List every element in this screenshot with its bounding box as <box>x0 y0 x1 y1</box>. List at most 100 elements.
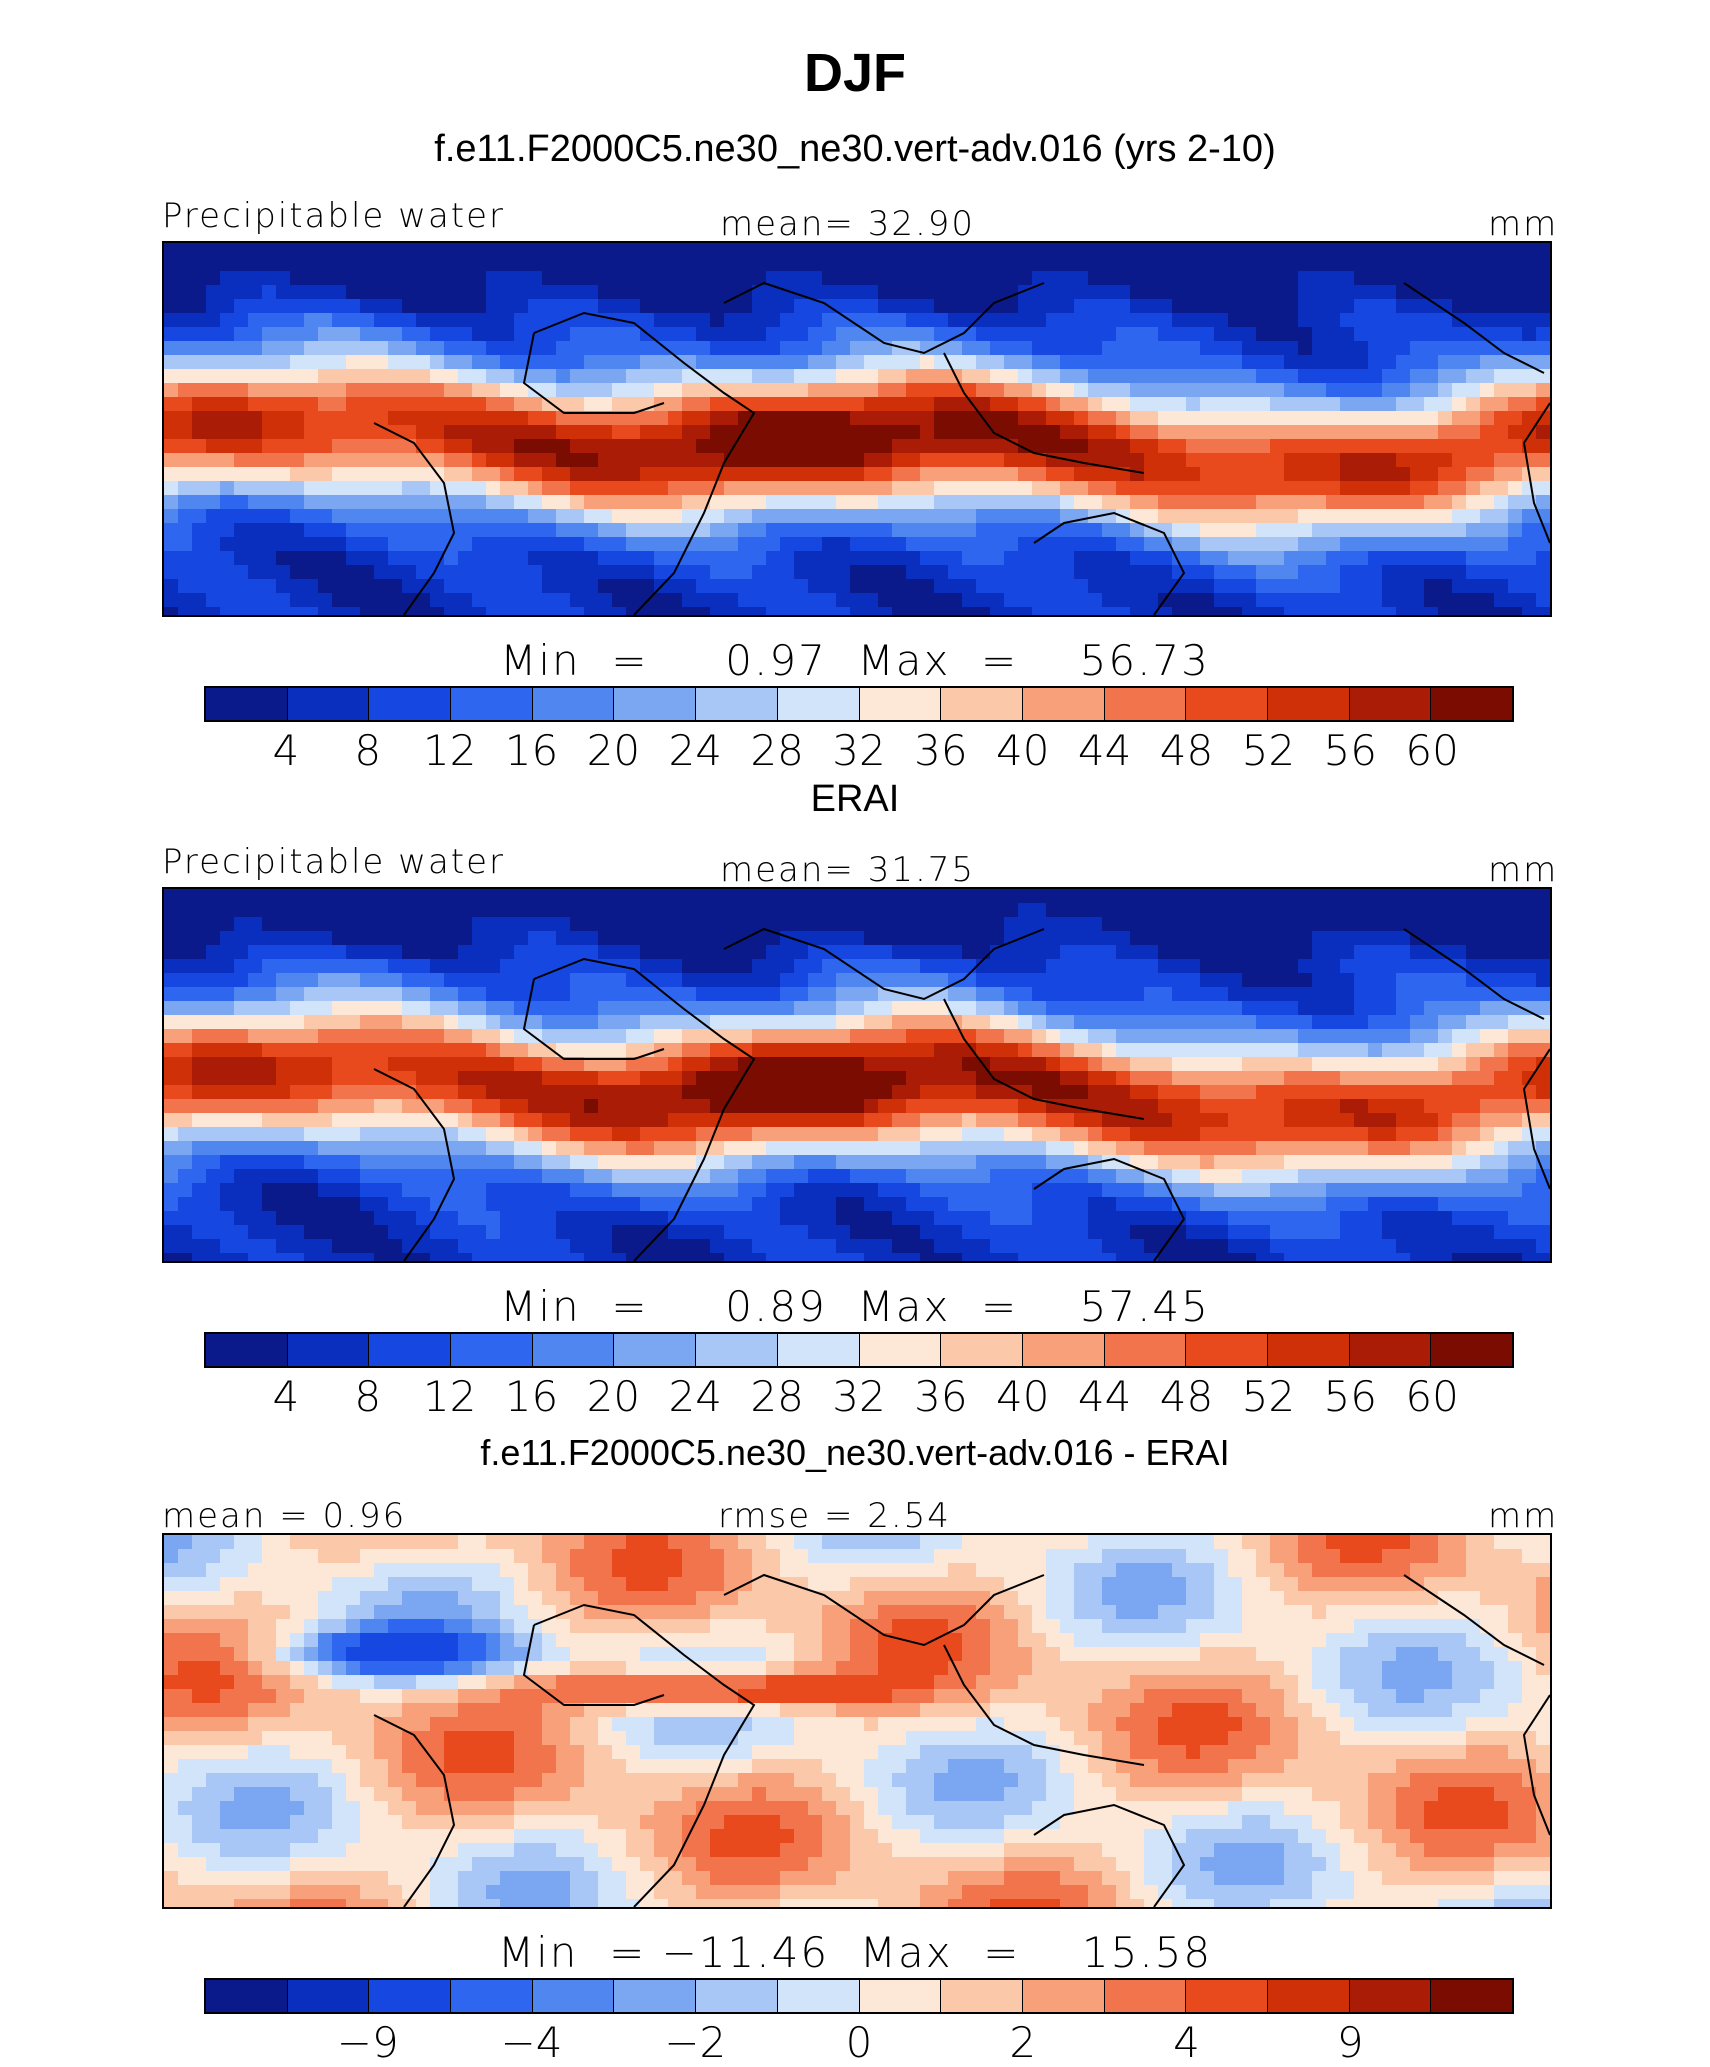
map-cell <box>1466 931 1481 946</box>
map-cell <box>948 425 963 440</box>
map-cell <box>556 945 571 960</box>
map-cell <box>948 439 963 454</box>
map-cell <box>500 987 515 1002</box>
map-cell <box>1466 579 1481 594</box>
map-cell <box>780 917 795 932</box>
map-cell <box>794 327 809 342</box>
map-cell <box>318 285 333 300</box>
map-cell <box>1130 1015 1145 1030</box>
map-cell <box>1116 537 1131 552</box>
map-cell <box>402 579 417 594</box>
map-cell <box>234 411 249 426</box>
map-cell <box>220 1099 235 1114</box>
map-cell <box>1340 1029 1355 1044</box>
map-cell <box>1060 987 1075 1002</box>
map-cell <box>1102 1085 1117 1100</box>
map-cell <box>1536 313 1550 328</box>
map-cell <box>220 1113 235 1128</box>
map-cell <box>360 1043 375 1058</box>
map-cell <box>836 257 851 272</box>
map-cell <box>164 1183 179 1198</box>
map-cell <box>1032 481 1047 496</box>
map-cell <box>1032 593 1047 608</box>
map-cell <box>1256 1057 1271 1072</box>
map-cell <box>1214 1015 1229 1030</box>
map-cell <box>962 973 977 988</box>
map-cell <box>976 467 991 482</box>
map-cell <box>444 453 459 468</box>
map-cell <box>1410 1183 1425 1198</box>
map-cell <box>1340 397 1355 412</box>
map-cell <box>360 355 375 370</box>
map-cell <box>1074 1099 1089 1114</box>
map-cell <box>752 1071 767 1086</box>
map-cell <box>542 1197 557 1212</box>
map-cell <box>1088 945 1103 960</box>
map-cell <box>1396 341 1411 356</box>
map-cell <box>1144 931 1159 946</box>
map-cell <box>542 257 557 272</box>
map-cell <box>318 1029 333 1044</box>
map-cell <box>1326 1197 1341 1212</box>
map-cell <box>1284 355 1299 370</box>
map-cell <box>780 509 795 524</box>
map-cell <box>1060 551 1075 566</box>
map-cell <box>402 397 417 412</box>
map-cell <box>920 1085 935 1100</box>
map-cell <box>654 1099 669 1114</box>
map-cell <box>696 425 711 440</box>
colorbar-tick-label: 48 <box>1160 726 1213 775</box>
map-cell <box>164 243 179 258</box>
map-cell <box>1018 903 1033 918</box>
map-cell <box>976 453 991 468</box>
map-cell <box>1088 1113 1103 1128</box>
map-cell <box>654 383 669 398</box>
map-cell <box>794 1141 809 1156</box>
map-cell <box>1396 243 1411 258</box>
map-cell <box>1368 579 1383 594</box>
map-cell <box>528 299 543 314</box>
map-cell <box>1144 551 1159 566</box>
map-cell <box>514 1043 529 1058</box>
map-cell <box>388 1071 403 1086</box>
map-cell <box>808 495 823 510</box>
map-cell <box>1228 1043 1243 1058</box>
map-cell <box>1186 383 1201 398</box>
map-cell <box>178 973 193 988</box>
map-cell <box>178 889 193 904</box>
map-cell <box>1200 1057 1215 1072</box>
map-cell <box>1522 411 1537 426</box>
map-cell <box>388 1015 403 1030</box>
map-cell <box>598 243 613 258</box>
map-cell <box>752 607 767 615</box>
map-cell <box>976 369 991 384</box>
map-cell <box>934 1169 949 1184</box>
map-cell <box>1536 327 1550 342</box>
map-cell <box>1060 1183 1075 1198</box>
map-cell <box>332 973 347 988</box>
map-cell <box>976 439 991 454</box>
map-cell <box>906 271 921 286</box>
map-cell <box>1326 1183 1341 1198</box>
map-cell <box>864 1141 879 1156</box>
map-cell <box>1046 1197 1061 1212</box>
map-cell <box>388 973 403 988</box>
map-cell <box>822 1183 837 1198</box>
map-cell <box>472 453 487 468</box>
map-cell <box>1466 903 1481 918</box>
map-cell <box>738 959 753 974</box>
map-cell <box>192 467 207 482</box>
map-cell <box>360 1197 375 1212</box>
map-cell <box>654 411 669 426</box>
map-cell <box>1326 481 1341 496</box>
map-cell <box>1004 1127 1019 1142</box>
map-cell <box>1046 579 1061 594</box>
map-cell <box>780 1169 795 1184</box>
map-cell <box>486 1085 501 1100</box>
map-cell <box>178 313 193 328</box>
map-cell <box>1410 327 1425 342</box>
map-cell <box>220 1029 235 1044</box>
map-cell <box>990 369 1005 384</box>
map-cell <box>1368 285 1383 300</box>
map-cell <box>1452 383 1467 398</box>
